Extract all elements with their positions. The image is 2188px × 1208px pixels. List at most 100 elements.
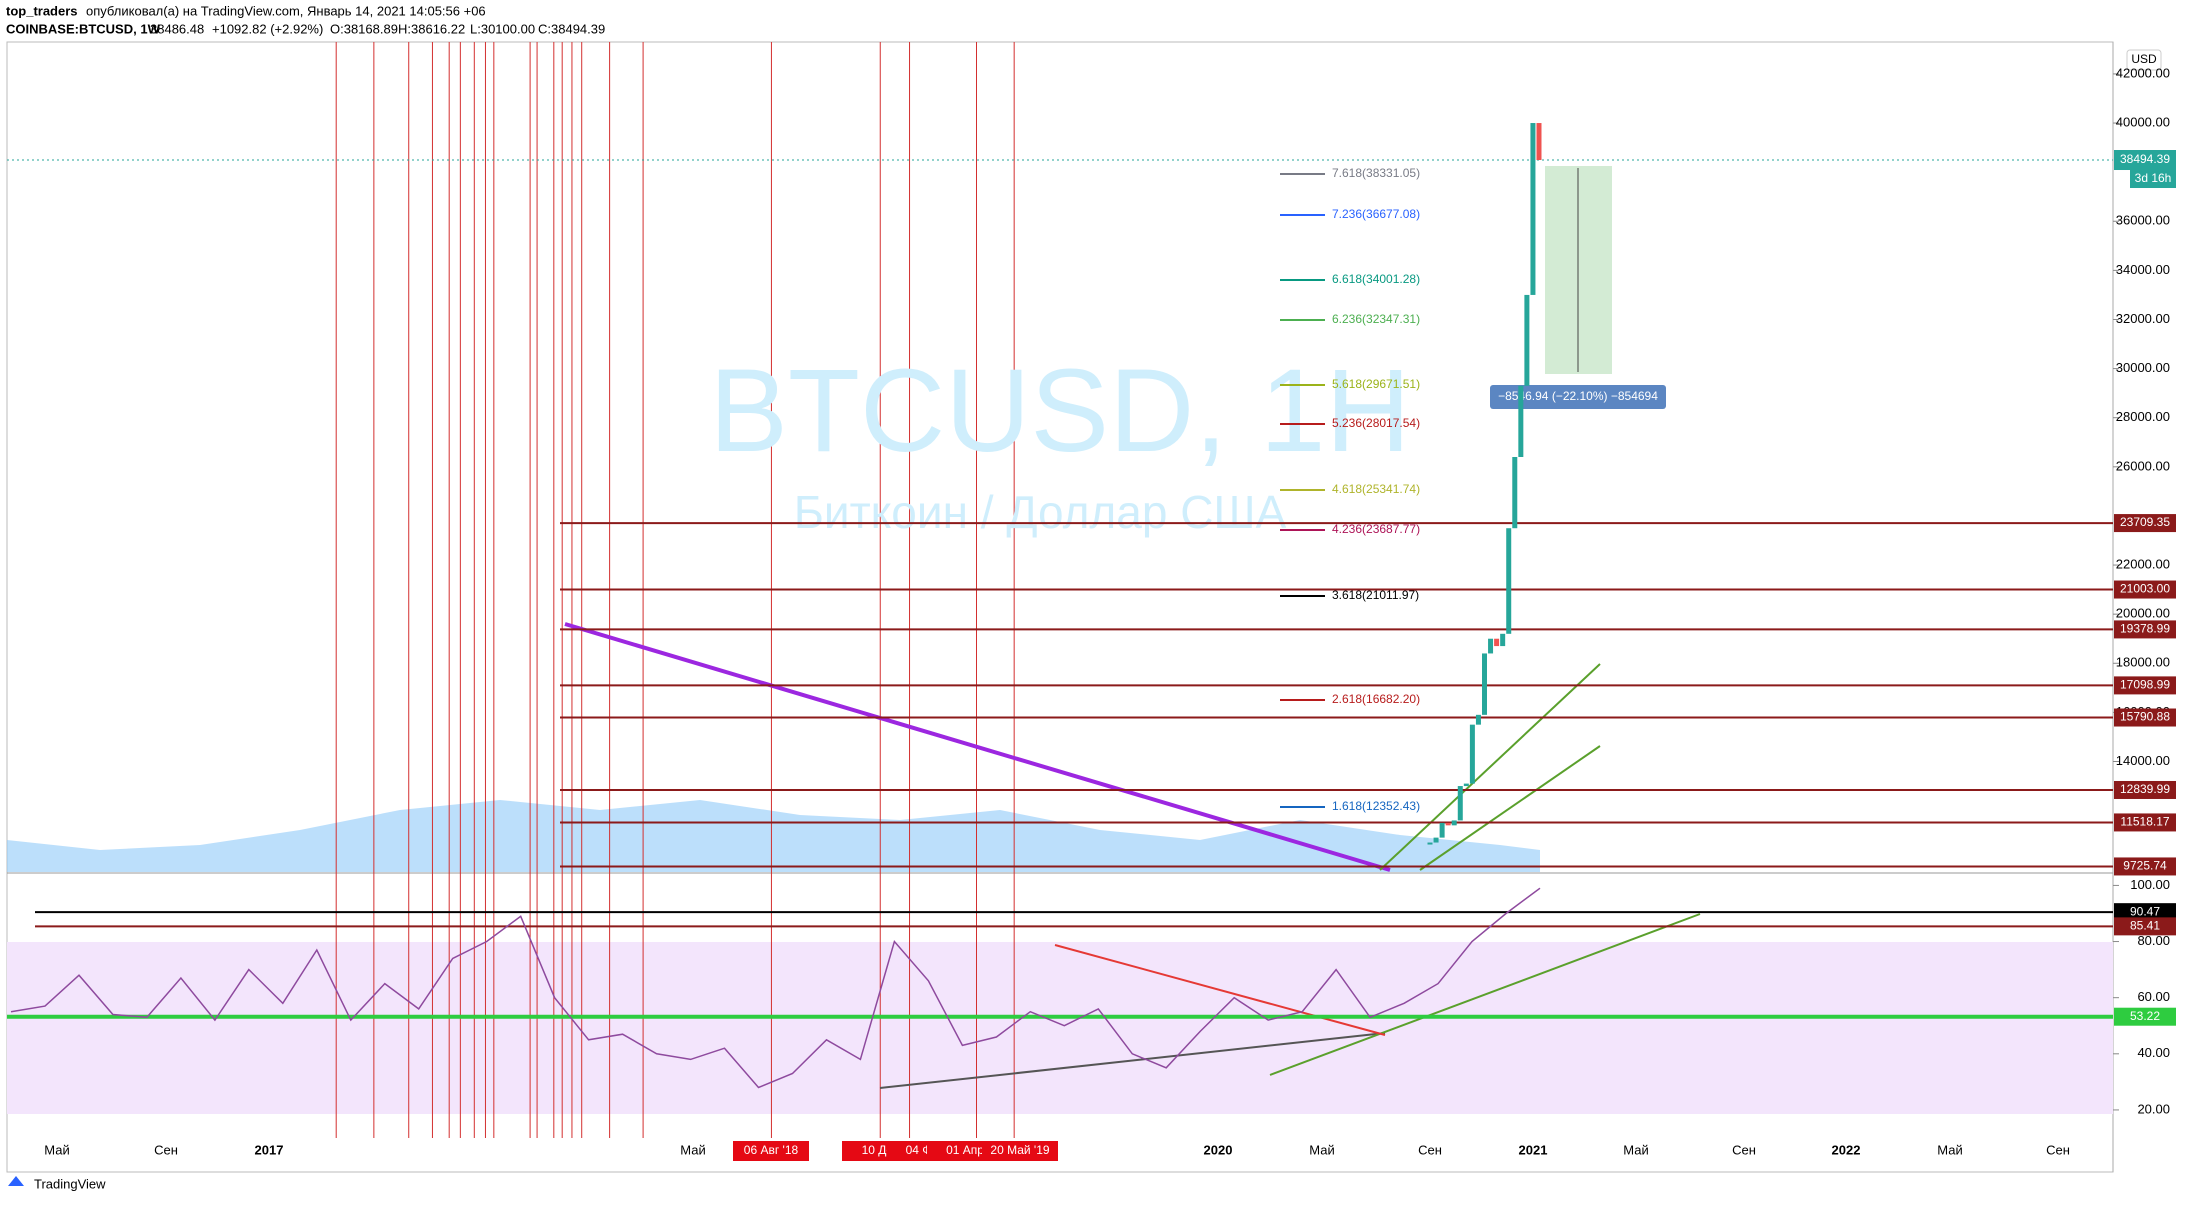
x-tick-label: 2021 [1519,1142,1548,1157]
marker-tag [982,1141,1058,1161]
candle [1506,528,1512,634]
fib-label: 2.618(16682.20) [1332,692,1420,706]
y-tick-label: 20000.00 [2116,606,2170,621]
time-marker: 01 Апр [946,1143,984,1157]
candle [1427,842,1433,845]
level-tag [2114,676,2176,695]
close: C:38494.39 [538,21,605,36]
y-tick-label: 32000.00 [2116,311,2170,326]
rsi-level-label: 85.41 [2130,919,2160,933]
published: опубликовал(а) на TradingView.com, Январ… [86,3,486,18]
x-tick-label: 2022 [1832,1142,1861,1157]
candle [1433,837,1439,843]
footer: TradingView [34,1176,106,1191]
measure-label: −8546.94 (−22.10%) −854694 [1498,389,1658,403]
y-tick-label: 42000.00 [2116,65,2170,80]
symbol: COINBASE:BTCUSD, 1W [6,21,161,36]
rsi-level-tag [2114,903,2176,922]
measure-label-bg [1490,385,1666,409]
channel-line [1419,745,1601,871]
rsi-level-label: 90.47 [2130,904,2160,918]
rsi-tick-label: 60.00 [2137,989,2170,1004]
x-tick-label: Май [1623,1142,1648,1157]
fib-label: 6.618(34001.28) [1332,272,1420,286]
y-tick-label: 26000.00 [2116,458,2170,473]
last: 38486.48 [150,21,204,36]
level-tag [2114,514,2176,533]
candle [1445,822,1451,826]
x-tick-label: Май [44,1142,69,1157]
marker-tag [733,1141,809,1161]
rsi-tick-label: 20.00 [2137,1101,2170,1116]
y-tick-label: 34000.00 [2116,262,2170,277]
rsi-tick-label: 40.00 [2137,1045,2170,1060]
candles [1427,123,1542,845]
x-tick-label: Сен [1732,1142,1756,1157]
candle [1475,714,1481,725]
level-label: 11518.17 [2120,815,2169,829]
countdown-tag [2130,170,2176,189]
currency-box[interactable] [2126,49,2162,71]
candle [1469,724,1475,784]
candle [1457,786,1463,821]
logo [8,1176,24,1186]
candle [1463,783,1469,787]
x-tick-label: 2017 [255,1142,284,1157]
level-label: 23709.35 [2120,515,2170,529]
change: +1092.82 (+2.92%) [212,21,323,36]
rsi-tick-label: 80.00 [2137,933,2170,948]
candle [1530,123,1536,295]
rsi-band [7,942,2113,1114]
y-tick-label: 30000.00 [2116,360,2170,375]
countdown: 3d 16h [2135,171,2172,185]
rsi-level-label: 53.22 [2130,1009,2160,1023]
rsi-level-tag [2114,917,2176,936]
y-tick-label: 36000.00 [2116,213,2170,228]
candle [1451,820,1457,826]
candle [1439,822,1445,838]
x-tick-label: Май [1309,1142,1334,1157]
x-tick-label: Сен [154,1142,178,1157]
author: top_traders [6,3,78,18]
x-tick-label: Май [680,1142,705,1157]
fib-label: 6.236(32347.31) [1332,312,1420,326]
y-tick-label: 28000.00 [2116,409,2170,424]
candle [1518,385,1524,457]
candle [1488,638,1494,654]
candle [1500,633,1506,647]
candle [1536,123,1542,161]
price-tag [2114,150,2176,171]
rsi-trend [879,1032,1386,1089]
level-label: 12839.99 [2120,782,2170,796]
rsi-trend [1269,913,1701,1076]
watermark: BTCUSD, 1H [709,345,1411,477]
fib-label: 5.236(28017.54) [1332,416,1420,430]
currency: USD [2131,52,2157,66]
level-tag [2114,780,2176,799]
candle [1482,653,1487,715]
x-tick-label: Сен [1418,1142,1442,1157]
fib-label: 1.618(12352.43) [1332,799,1420,813]
rsi-trend [1054,944,1386,1036]
level-tag [2114,620,2176,639]
level-label: 19378.99 [2120,622,2170,636]
level-tag [2114,580,2176,599]
fib-label: 4.618(25341.74) [1332,482,1420,496]
level-label: 21003.00 [2120,582,2170,596]
x-tick-label: Май [1937,1142,1962,1157]
y-tick-label: 18000.00 [2116,655,2170,670]
volume-area [7,800,1540,872]
time-marker: 06 Авг '18 [744,1143,799,1157]
candle [1494,638,1500,647]
price-label: 38494.39 [2120,152,2170,166]
level-label: 17098.99 [2120,678,2170,692]
y-tick-label: 14000.00 [2116,753,2170,768]
time-marker: 20 Май '19 [990,1143,1049,1157]
rsi-tick-label: 100.00 [2130,877,2170,892]
candle [1524,294,1530,386]
x-tick-label: Сен [2046,1142,2070,1157]
y-tick-label: 22000.00 [2116,556,2170,571]
high: H:38616.22 [398,21,465,36]
